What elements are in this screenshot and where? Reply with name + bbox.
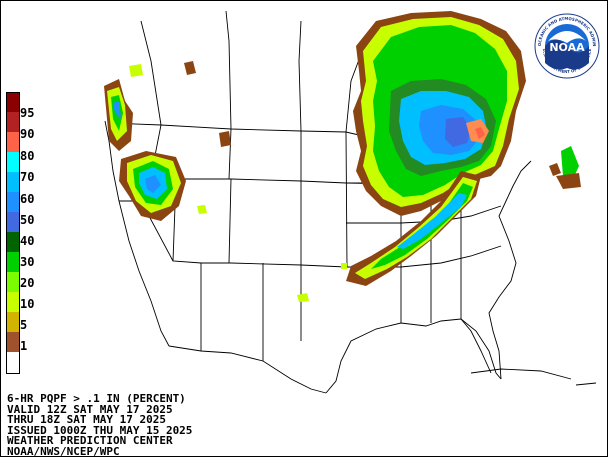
legend-label-40: 40	[20, 234, 35, 248]
caption-valid: VALID 12Z SAT MAY 17 2025	[7, 402, 173, 416]
legend-swatch-10	[6, 292, 20, 312]
legend-swatch-4	[6, 172, 20, 192]
legend-swatch-7	[6, 232, 20, 252]
legend-label-80: 80	[20, 149, 35, 163]
legend-label-90: 90	[20, 127, 35, 141]
noaa-logo: NOAA NATIONAL OCEANIC AND ATMOSPHERIC AD…	[534, 13, 600, 79]
legend-swatch-8	[6, 252, 20, 272]
map-caption: 6-HR PQPF > .1 IN (PERCENT) VALID 12Z SA…	[7, 392, 193, 457]
caption-issued: ISSUED 1000Z THU MAY 15 2025	[7, 423, 193, 437]
legend-swatch-12	[6, 332, 20, 352]
legend-swatch-0	[6, 92, 20, 112]
legend-swatch-1	[6, 112, 20, 132]
legend-color-bar	[6, 92, 20, 374]
legend-label-50: 50	[20, 213, 35, 227]
caption-agency: NOAA/NWS/NCEP/WPC	[7, 444, 120, 457]
legend-swatch-11	[6, 312, 20, 332]
caption-product: 6-HR PQPF > .1 IN (PERCENT)	[7, 392, 186, 405]
legend-swatch-2	[6, 132, 20, 152]
legend-label-5: 5	[20, 318, 28, 332]
legend-swatch-5	[6, 192, 20, 212]
caption-center: WEATHER PREDICTION CENTER	[7, 434, 173, 447]
legend-label-60: 60	[20, 192, 35, 206]
legend-swatch-9	[6, 272, 20, 292]
legend-label-95: 95	[20, 106, 35, 120]
precip-areas	[104, 11, 581, 302]
legend-label-70: 70	[20, 170, 35, 184]
legend-label-20: 20	[20, 276, 35, 290]
legend-swatch-13	[6, 352, 20, 374]
legend-label-30: 30	[20, 255, 35, 269]
legend-label-1: 1	[20, 339, 28, 353]
noaa-logo-text: NOAA	[549, 41, 585, 54]
legend-label-10: 10	[20, 297, 35, 311]
legend-swatch-6	[6, 212, 20, 232]
legend-swatch-3	[6, 152, 20, 172]
caption-thru: THRU 18Z SAT MAY 17 2025	[7, 413, 166, 426]
